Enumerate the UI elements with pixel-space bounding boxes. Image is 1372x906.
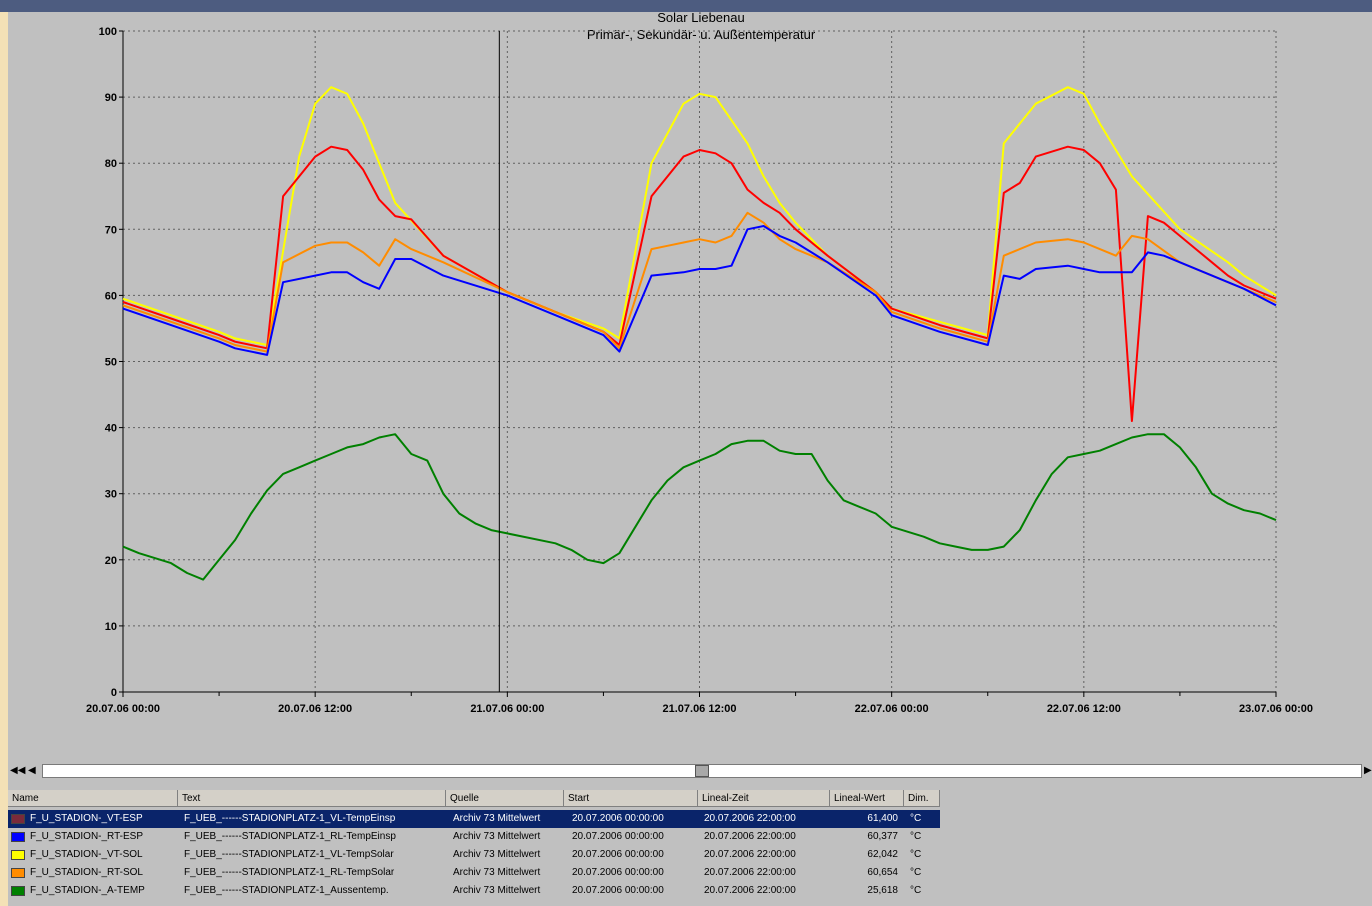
x-tick-label: 20.07.06 12:00 <box>278 703 352 715</box>
cell-start: 20.07.2006 00:00:00 <box>572 885 664 896</box>
scroll-track[interactable] <box>42 764 1362 778</box>
column-header-quelle[interactable]: Quelle <box>446 790 564 807</box>
time-scrollbar[interactable]: ◀◀ ◀ ▶ <box>8 760 1372 782</box>
series-color-swatch <box>11 832 25 842</box>
cell-lineal-zeit: 20.07.2006 22:00:00 <box>704 831 796 842</box>
x-tick-label: 20.07.06 00:00 <box>86 703 160 715</box>
series-color-swatch <box>11 814 25 824</box>
cell-lineal-wert: 60,377 <box>867 831 898 842</box>
cell-lineal-zeit: 20.07.2006 22:00:00 <box>704 849 796 860</box>
chart-title: Solar Liebenau <box>657 10 744 25</box>
cell-dim: °C <box>910 885 922 896</box>
cell-text: F_UEB_------STADIONPLATZ-1_RL-TempEinsp <box>184 831 396 842</box>
series-line-red <box>122 145 1277 422</box>
trend-chart[interactable]: Solar Liebenau Primär-, Sekundär- u. Auß… <box>8 0 1372 752</box>
y-tick-label: 0 <box>111 687 117 699</box>
left-frame-strip <box>0 12 8 906</box>
cell-start: 20.07.2006 00:00:00 <box>572 867 664 878</box>
y-tick-label: 70 <box>105 224 117 236</box>
x-tick-label: 21.07.06 00:00 <box>470 703 544 715</box>
table-row[interactable]: F_U_STADION-_A-TEMP F_UEB_------STADIONPL… <box>8 882 1372 900</box>
series-line-blue <box>122 225 1277 356</box>
table-row[interactable]: F_U_STADION-_RT-ESP F_UEB_------STADIONPL… <box>8 828 1372 846</box>
cell-lineal-wert: 25,618 <box>867 885 898 896</box>
cell-dim: °C <box>910 867 922 878</box>
x-tick-label: 22.07.06 12:00 <box>1047 703 1121 715</box>
cell-quelle: Archiv 73 Mittelwert <box>453 831 541 842</box>
y-tick-label: 80 <box>105 158 117 170</box>
cell-lineal-zeit: 20.07.2006 22:00:00 <box>704 813 796 824</box>
y-tick-label: 30 <box>105 489 117 501</box>
column-header-lineal-wert[interactable]: Lineal-Wert <box>830 790 904 807</box>
cell-name: F_U_STADION-_RT-SOL <box>30 867 143 878</box>
series-legend-table[interactable]: Name Text Quelle Start Lineal-Zeit Linea… <box>8 790 1372 906</box>
cell-name: F_U_STADION-_VT-SOL <box>30 849 143 860</box>
series-line-green <box>122 433 1277 581</box>
y-tick-label: 20 <box>105 555 117 567</box>
column-header-name[interactable]: Name <box>8 790 178 807</box>
y-tick-label: 50 <box>105 357 117 369</box>
x-tick-label: 23.07.06 00:00 <box>1239 703 1313 715</box>
cell-start: 20.07.2006 00:00:00 <box>572 831 664 842</box>
cell-start: 20.07.2006 00:00:00 <box>572 849 664 860</box>
series-color-swatch <box>11 850 25 860</box>
scroll-next-button[interactable]: ▶ <box>1364 765 1372 776</box>
row-selection-highlight <box>8 810 940 828</box>
cell-text: F_UEB_------STADIONPLATZ-1_VL-TempEinsp <box>184 813 396 824</box>
cell-dim: °C <box>910 831 922 842</box>
cell-dim: °C <box>910 849 922 860</box>
series-color-swatch <box>11 868 25 878</box>
cell-lineal-zeit: 20.07.2006 22:00:00 <box>704 867 796 878</box>
scroll-thumb[interactable] <box>695 765 709 777</box>
y-tick-label: 60 <box>105 290 117 302</box>
x-tick-label: 22.07.06 00:00 <box>855 703 929 715</box>
y-tick-label: 90 <box>105 92 117 104</box>
chart-subtitle: Primär-, Sekundär- u. Außentemperatur <box>587 27 816 42</box>
y-tick-label: 40 <box>105 423 117 435</box>
cell-name: F_U_STADION-_VT-ESP <box>30 813 143 824</box>
y-tick-label: 100 <box>99 26 117 38</box>
column-header-start[interactable]: Start <box>564 790 698 807</box>
cell-lineal-wert: 61,400 <box>867 813 898 824</box>
column-header-dim[interactable]: Dim. <box>904 790 940 807</box>
cell-text: F_UEB_------STADIONPLATZ-1_Aussentemp. <box>184 885 389 896</box>
series-color-swatch <box>11 886 25 896</box>
table-row[interactable]: F_U_STADION-_RT-SOL F_UEB_------STADIONPL… <box>8 864 1372 882</box>
table-row[interactable]: F_U_STADION-_VT-ESP F_UEB_------STADIONPL… <box>8 810 1372 828</box>
scroll-prev-button[interactable]: ◀ <box>28 765 36 776</box>
column-header-text[interactable]: Text <box>178 790 446 807</box>
cell-name: F_U_STADION-_A-TEMP <box>30 885 145 896</box>
cell-quelle: Archiv 73 Mittelwert <box>453 849 541 860</box>
column-header-lineal-zeit[interactable]: Lineal-Zeit <box>698 790 830 807</box>
cell-lineal-wert: 60,654 <box>867 867 898 878</box>
cell-lineal-wert: 62,042 <box>867 849 898 860</box>
cell-text: F_UEB_------STADIONPLATZ-1_RL-TempSolar <box>184 867 395 878</box>
cell-quelle: Archiv 73 Mittelwert <box>453 885 541 896</box>
cell-quelle: Archiv 73 Mittelwert <box>453 813 541 824</box>
cell-name: F_U_STADION-_RT-ESP <box>30 831 143 842</box>
cell-start: 20.07.2006 00:00:00 <box>572 813 664 824</box>
y-tick-label: 10 <box>105 621 117 633</box>
series-line-orange <box>122 211 1277 353</box>
series-line-yellow <box>122 86 1277 346</box>
cell-dim: °C <box>910 813 922 824</box>
table-row[interactable]: F_U_STADION-_VT-SOL F_UEB_------STADIONPL… <box>8 846 1372 864</box>
scroll-first-button[interactable]: ◀◀ <box>10 765 26 776</box>
cell-lineal-zeit: 20.07.2006 22:00:00 <box>704 885 796 896</box>
x-tick-label: 21.07.06 12:00 <box>662 703 736 715</box>
window-top-bar <box>0 0 1372 12</box>
cell-quelle: Archiv 73 Mittelwert <box>453 867 541 878</box>
cell-text: F_UEB_------STADIONPLATZ-1_VL-TempSolar <box>184 849 394 860</box>
